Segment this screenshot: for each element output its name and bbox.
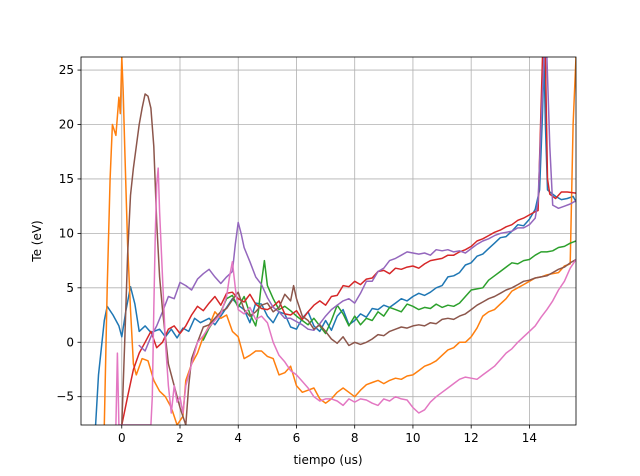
grid-lines xyxy=(81,57,576,425)
y-tick-label: 25 xyxy=(59,63,74,77)
y-tick-label: −5 xyxy=(56,390,74,404)
series-line-5 xyxy=(138,57,576,352)
series-line-7 xyxy=(115,167,576,425)
y-tick-label: 5 xyxy=(66,281,74,295)
series-line-3 xyxy=(202,240,576,341)
x-axis-label: tiempo (us) xyxy=(293,453,362,467)
y-tick-label: 0 xyxy=(66,335,74,349)
y-tick-label: 15 xyxy=(59,172,74,186)
y-tick-label: 20 xyxy=(59,118,74,132)
series-line-2 xyxy=(103,57,576,425)
series-line-1 xyxy=(94,57,576,425)
x-tick-label: 10 xyxy=(405,431,420,445)
x-tick-label: 8 xyxy=(351,431,359,445)
x-tick-label: 2 xyxy=(176,431,184,445)
x-tick-label: 14 xyxy=(522,431,537,445)
y-tick-label: 10 xyxy=(59,226,74,240)
axis-ticks: 0 2 4 6 8 10 12 14 −5 0 5 10 15 20 25 xyxy=(56,63,537,445)
x-tick-label: 12 xyxy=(464,431,479,445)
x-tick-label: 0 xyxy=(118,431,126,445)
x-tick-label: 6 xyxy=(293,431,301,445)
series-line-4 xyxy=(121,57,576,425)
series-group xyxy=(94,57,576,425)
plot-frame xyxy=(80,56,577,426)
y-axis-label: Te (eV) xyxy=(30,220,44,262)
plot-background xyxy=(81,57,576,425)
x-tick-label: 4 xyxy=(234,431,242,445)
